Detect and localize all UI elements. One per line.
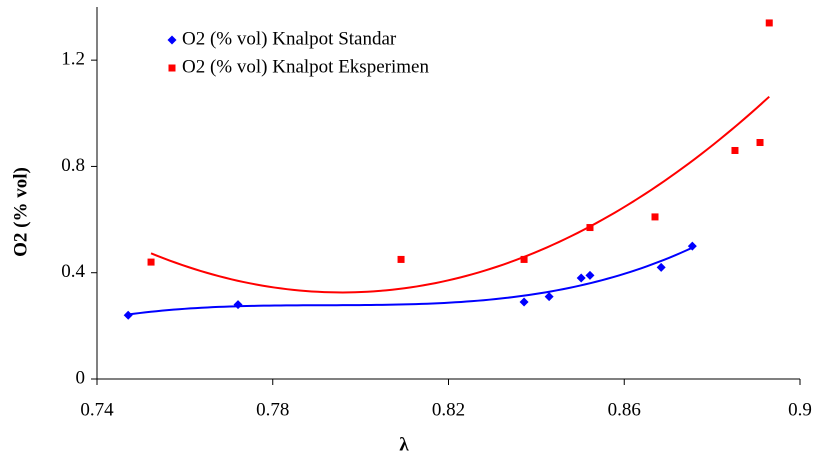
x-tick-label: 0.78: [256, 399, 289, 420]
point: [651, 213, 659, 221]
trend-line: [128, 246, 693, 316]
point: [576, 273, 586, 283]
point: [756, 139, 764, 147]
point: [765, 19, 773, 27]
point: [397, 255, 405, 263]
legend-marker: [167, 35, 177, 45]
legend-label: O2 (% vol) Knalpot Standar: [182, 28, 397, 49]
trend-line: [150, 95, 770, 294]
point: [687, 241, 697, 251]
y-tick-label: 0: [76, 367, 86, 388]
point: [586, 224, 594, 232]
x-tick-label: 0.86: [608, 399, 641, 420]
point: [656, 262, 666, 272]
point: [519, 297, 529, 307]
point: [544, 292, 554, 302]
x-tick-label: 0.9: [788, 399, 812, 420]
point: [233, 300, 243, 310]
point: [520, 255, 528, 263]
legend-label: O2 (% vol) Knalpot Eksperimen: [182, 56, 429, 77]
legend-marker: [168, 64, 176, 72]
y-axis-label: O2 (% vol): [10, 167, 31, 257]
x-tick-label: 0.82: [432, 399, 465, 420]
x-axis-label: λ: [399, 434, 409, 455]
point: [123, 310, 133, 320]
y-tick-label: 0.8: [61, 155, 85, 176]
x-tick-label: 0.74: [80, 399, 114, 420]
point: [585, 270, 595, 280]
point: [731, 146, 739, 154]
y-tick-label: 0.4: [61, 261, 85, 282]
point: [147, 258, 155, 266]
y-tick-label: 1.2: [61, 49, 85, 70]
